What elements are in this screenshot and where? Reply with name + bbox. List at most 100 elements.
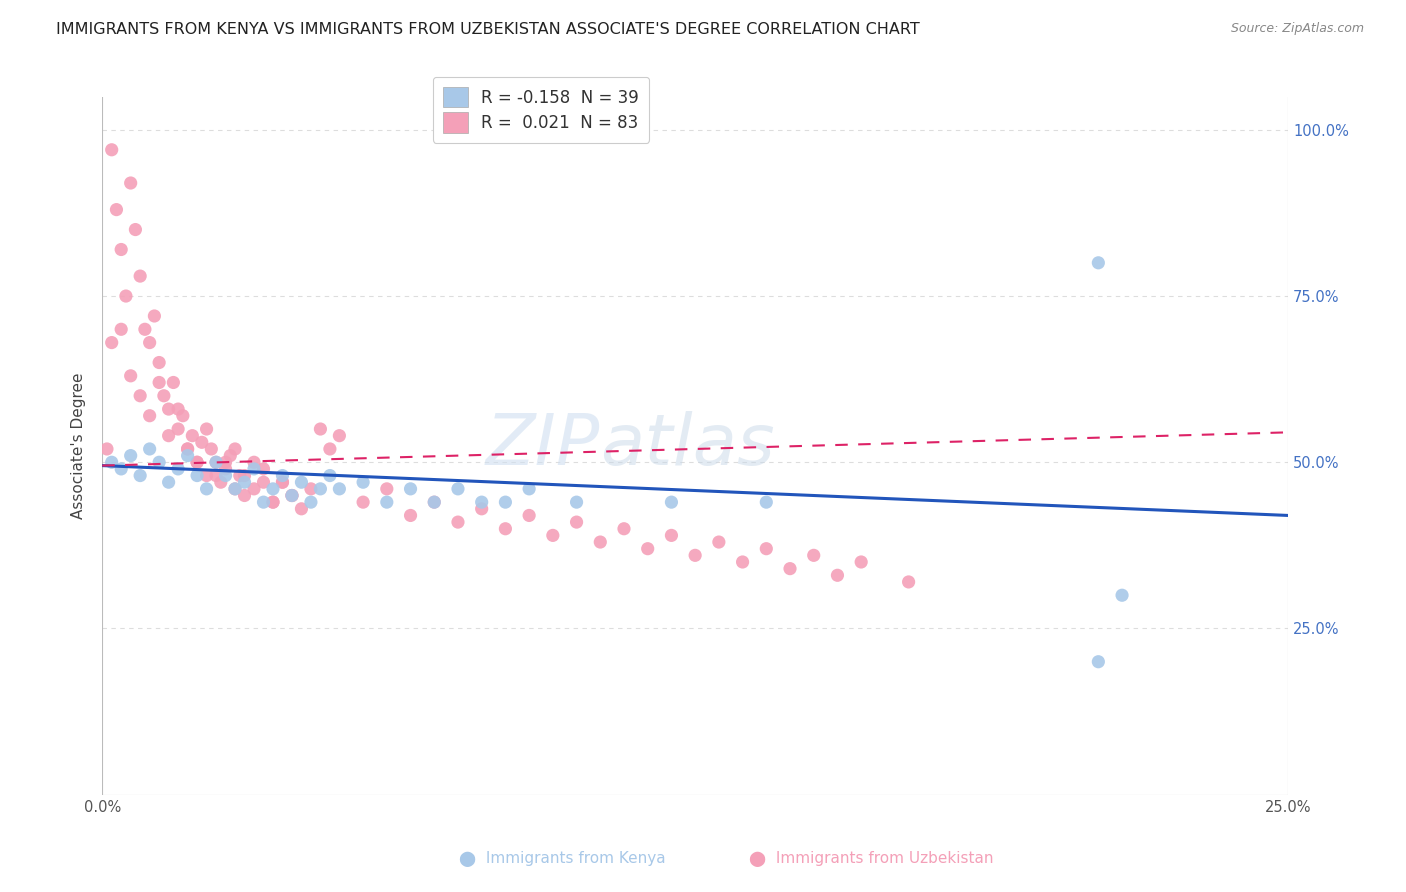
Point [399, 508, 422, 523]
Point [224, 482, 246, 496]
Point [129, 468, 152, 483]
Text: Source: ZipAtlas.com: Source: ZipAtlas.com [1230, 22, 1364, 36]
Point [849, 555, 872, 569]
Point [167, 422, 190, 436]
Point [176, 449, 198, 463]
Text: atlas: atlas [600, 411, 775, 480]
Point [262, 482, 284, 496]
Point [271, 475, 294, 490]
Point [755, 495, 778, 509]
Point [167, 402, 190, 417]
Point [105, 202, 128, 217]
Point [494, 522, 516, 536]
Point [162, 376, 184, 390]
Point [224, 442, 246, 456]
Point [827, 568, 849, 582]
Point [110, 243, 132, 257]
Point [281, 488, 304, 502]
Point [205, 455, 228, 469]
Point [138, 335, 160, 350]
Point [589, 535, 612, 549]
Point [243, 462, 266, 476]
Point [565, 515, 588, 529]
Point [167, 462, 190, 476]
Point [352, 495, 374, 509]
Point [243, 482, 266, 496]
Point [153, 389, 176, 403]
Point [219, 449, 242, 463]
Point [195, 468, 218, 483]
Point [138, 442, 160, 456]
Point [186, 455, 208, 469]
Point [319, 442, 342, 456]
Point [195, 482, 218, 496]
Point [328, 482, 350, 496]
Point [309, 422, 332, 436]
Text: IMMIGRANTS FROM KENYA VS IMMIGRANTS FROM UZBEKISTAN ASSOCIATE'S DEGREE CORRELATI: IMMIGRANTS FROM KENYA VS IMMIGRANTS FROM… [56, 22, 920, 37]
Point [271, 475, 294, 490]
Point [157, 475, 180, 490]
Point [100, 455, 122, 469]
Point [148, 455, 170, 469]
Point [399, 482, 422, 496]
Point [134, 322, 156, 336]
Point [195, 422, 218, 436]
Point [224, 482, 246, 496]
Point [471, 501, 494, 516]
Point [209, 475, 232, 490]
Text: ⬤  Immigrants from Kenya: ⬤ Immigrants from Kenya [460, 851, 665, 867]
Point [281, 488, 304, 502]
Point [683, 549, 706, 563]
Point [423, 495, 446, 509]
Y-axis label: Associate's Degree: Associate's Degree [72, 372, 86, 519]
Point [148, 355, 170, 369]
Point [309, 482, 332, 496]
Point [172, 409, 194, 423]
Point [447, 515, 470, 529]
Point [138, 409, 160, 423]
Point [96, 442, 118, 456]
Point [176, 442, 198, 456]
Point [252, 475, 274, 490]
Point [176, 442, 198, 456]
Point [471, 495, 494, 509]
Point [205, 468, 228, 483]
Point [707, 535, 730, 549]
Point [129, 269, 152, 284]
Point [229, 468, 252, 483]
Point [110, 322, 132, 336]
Point [124, 222, 146, 236]
Point [319, 468, 342, 483]
Point [731, 555, 754, 569]
Point [565, 495, 588, 509]
Point [148, 376, 170, 390]
Point [290, 475, 312, 490]
Point [779, 561, 801, 575]
Point [120, 176, 142, 190]
Point [517, 508, 540, 523]
Point [541, 528, 564, 542]
Point [755, 541, 778, 556]
Point [375, 482, 398, 496]
Point [110, 462, 132, 476]
Point [352, 475, 374, 490]
Point [205, 455, 228, 469]
Point [1087, 655, 1109, 669]
Point [897, 574, 920, 589]
Point [447, 482, 470, 496]
Point [214, 455, 236, 469]
Point [299, 495, 322, 509]
Point [252, 462, 274, 476]
Point [214, 462, 236, 476]
Point [637, 541, 659, 556]
Point [328, 428, 350, 442]
Point [100, 335, 122, 350]
Text: ⬤  Immigrants from Uzbekistan: ⬤ Immigrants from Uzbekistan [749, 851, 994, 867]
Text: ZIP: ZIP [486, 411, 600, 480]
Point [233, 475, 256, 490]
Point [115, 289, 138, 303]
Point [191, 435, 214, 450]
Point [1111, 588, 1133, 602]
Point [143, 309, 166, 323]
Point [262, 495, 284, 509]
